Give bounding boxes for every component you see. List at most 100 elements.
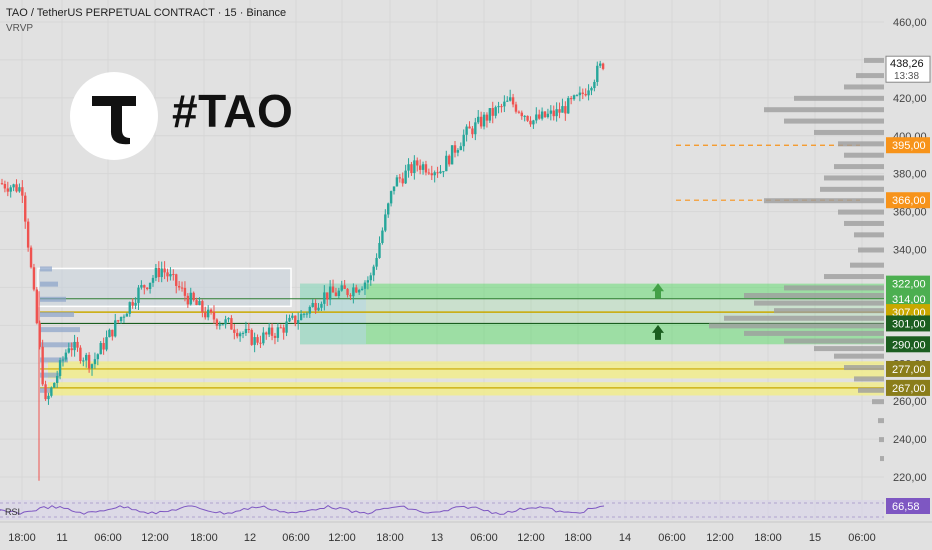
candle-body	[76, 341, 79, 348]
candle-body	[433, 172, 436, 176]
candle-body	[413, 160, 416, 174]
candle-body	[273, 335, 277, 338]
volume-bar	[844, 152, 884, 158]
candle-body	[575, 95, 579, 97]
volume-bar	[834, 164, 884, 170]
candle-body	[459, 146, 463, 151]
candle-body	[479, 116, 483, 127]
candle-body	[465, 126, 468, 135]
candle-body	[439, 171, 442, 174]
candle-body	[520, 112, 523, 117]
candle-body	[369, 275, 372, 281]
candle-body	[204, 312, 207, 318]
candle-body	[125, 313, 129, 317]
candle-body	[517, 111, 521, 113]
candles-layer[interactable]	[0, 60, 605, 481]
price-tick-label: 460,00	[893, 17, 927, 29]
volume-bar	[824, 274, 884, 280]
candle-body	[561, 106, 564, 113]
candle-body	[114, 320, 117, 337]
time-tick-label: 14	[619, 532, 631, 544]
candle-body	[151, 277, 155, 283]
candle-body	[241, 333, 245, 335]
candle-body	[24, 195, 27, 222]
price-tick-label: 340,00	[893, 245, 927, 257]
candle-body	[262, 332, 265, 344]
candle-body	[35, 289, 39, 324]
candle-body	[3, 184, 7, 189]
candle-body	[145, 287, 149, 290]
candle-body	[418, 165, 422, 170]
time-tick-label: 18:00	[8, 532, 36, 544]
candle-body	[317, 307, 320, 311]
candle-body	[340, 285, 343, 291]
price-tick-label: 420,00	[893, 93, 927, 105]
candle-body	[122, 316, 126, 318]
green-zone-upper	[300, 283, 884, 299]
candle-body	[128, 302, 131, 314]
volume-bar	[854, 376, 884, 382]
candle-body	[26, 221, 30, 248]
indicator-label[interactable]: VRVP	[6, 23, 34, 34]
time-axis[interactable]: 18:00 11 06:00 12:00 18:00 12 06:00 12:00 18:00 1…	[0, 521, 932, 550]
level-badge	[886, 360, 930, 377]
candle-body	[102, 343, 105, 350]
candle-body	[320, 303, 323, 308]
rsi-pane[interactable]	[0, 500, 884, 520]
candle-body	[111, 329, 114, 337]
candle-body	[572, 95, 576, 100]
candle-body	[314, 302, 317, 311]
candle-body	[180, 287, 184, 289]
volume-bar	[872, 399, 884, 405]
candle-body	[430, 173, 433, 176]
candle-body	[29, 247, 33, 268]
candle-body	[157, 267, 161, 278]
candle-body	[326, 292, 329, 300]
candle-body	[497, 106, 500, 108]
candle-body	[189, 292, 192, 305]
volume-profile	[40, 57, 884, 462]
candle-body	[192, 292, 195, 301]
candle-body	[221, 324, 224, 326]
candle-body	[256, 337, 259, 343]
candle-body	[503, 101, 506, 107]
candle-body	[447, 155, 451, 165]
price-axis[interactable]: 460,00440,00420,00400,00380,00360,00340,…	[884, 0, 932, 550]
candle-body	[372, 266, 375, 276]
level-badge-label: 277,00	[892, 364, 926, 376]
time-tick-label: 06:00	[94, 532, 122, 544]
candle-body	[44, 384, 47, 400]
candle-body	[323, 292, 326, 304]
rsi-band	[0, 500, 884, 520]
candle-body	[137, 287, 140, 303]
candle-body	[58, 360, 62, 376]
time-tick-label: 12:00	[706, 532, 734, 544]
candle-body	[334, 292, 338, 296]
candle-body	[500, 106, 503, 108]
level-badge	[886, 137, 930, 154]
volume-bar	[844, 220, 884, 226]
volume-bar-left	[40, 266, 52, 272]
volume-bar	[879, 437, 884, 443]
candle-body	[477, 116, 480, 123]
candle-body	[259, 342, 262, 344]
candle-body	[291, 315, 294, 318]
candle-body	[346, 288, 349, 296]
candle-body	[198, 301, 201, 306]
volume-bar-left	[40, 342, 76, 348]
candle-body	[442, 171, 445, 173]
candle-body	[392, 186, 396, 192]
candle-body	[116, 320, 120, 322]
candle-body	[601, 63, 605, 69]
candle-body	[90, 364, 94, 369]
candle-body	[456, 150, 460, 153]
volume-bar	[784, 285, 884, 291]
price-tick-label: 360,00	[893, 207, 927, 219]
symbol-header[interactable]: TAO / TetherUS PERPETUAL CONTRACT · 15 ·…	[6, 7, 287, 19]
volume-bar	[764, 107, 884, 113]
candle-body	[311, 302, 314, 307]
candle-body	[18, 187, 21, 192]
volume-bar-left	[40, 372, 60, 378]
candle-body	[131, 302, 134, 306]
